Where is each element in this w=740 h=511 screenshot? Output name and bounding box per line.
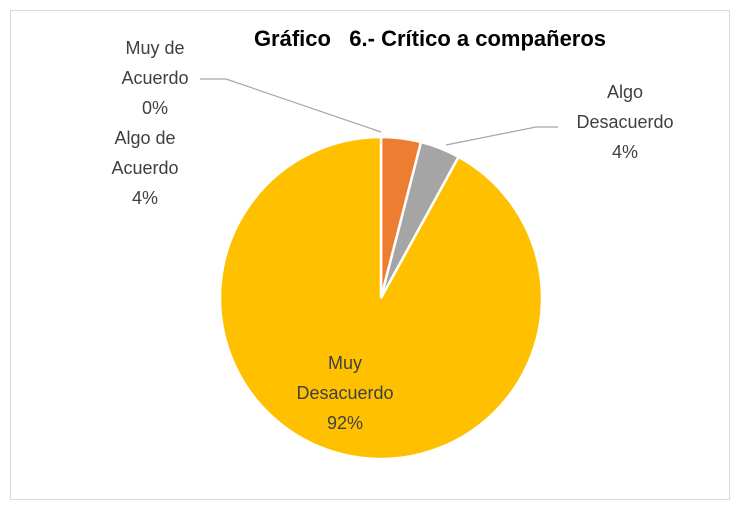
label-text: Algo de Acuerdo xyxy=(111,128,179,178)
leader-line xyxy=(200,78,382,133)
label-text: 0% xyxy=(141,98,168,118)
label-text: Algo Desacuerdo xyxy=(576,82,674,132)
data-label: Algo Desacuerdo 4% xyxy=(565,77,685,167)
label-text: 4% xyxy=(611,142,638,162)
label-text: 4% xyxy=(131,188,158,208)
chart-title: Gráfico 6.- Crítico a compañeros xyxy=(253,26,607,51)
data-label: Muy de Acuerdo 0% xyxy=(105,33,205,123)
label-text: Muy de Acuerdo xyxy=(121,38,189,88)
data-label: Algo de Acuerdo 4% xyxy=(95,123,195,213)
label-text: Muy Desacuerdo xyxy=(296,353,394,403)
chart-frame xyxy=(10,10,730,500)
leader-line xyxy=(445,126,558,146)
label-text: 92% xyxy=(326,413,364,433)
pie-slice xyxy=(218,135,544,461)
data-label: Muy Desacuerdo 92% xyxy=(285,348,405,438)
